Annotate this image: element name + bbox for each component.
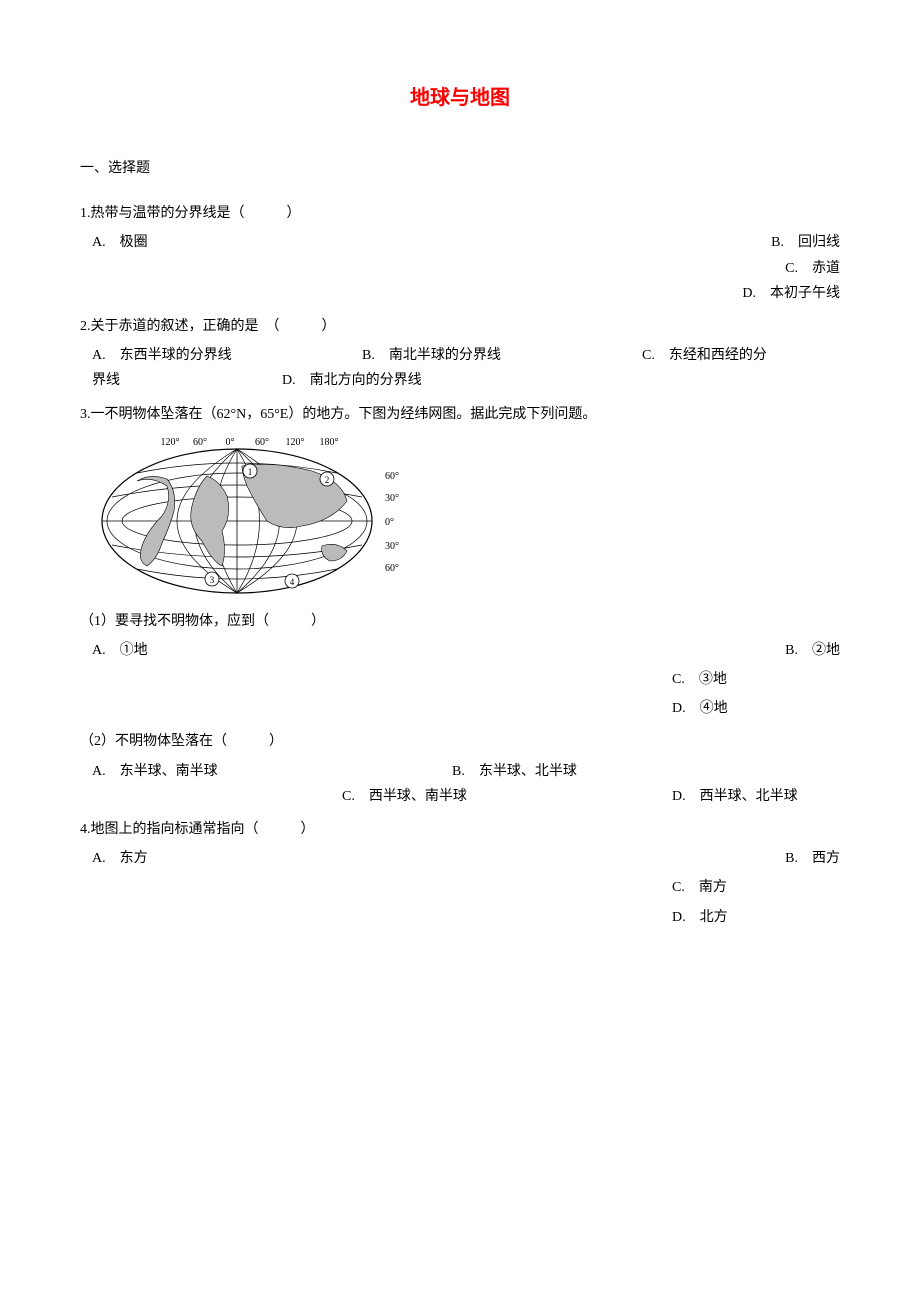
map-lon-label: 120° [161,437,180,448]
q2-option-b: B. 南北半球的分界线 [362,343,642,368]
map-lat-label: 30° [385,541,399,552]
question-4: 4.地图上的指向标通常指向（ ） A. 东方 B. 西方 C. 南方 D. 北方 [80,817,840,930]
document-title: 地球与地图 [80,80,840,116]
q2-option-c-part2: 界线 [92,368,282,393]
q3-sub1-text: （1）要寻找不明物体，应到（ ） [80,609,840,634]
q4-option-b: B. 西方 [770,846,840,871]
map-figure: 1 2 3 4 120° 60° 0° 60° 120° 180° 60° 30… [92,431,840,601]
question-1-text: 1.热带与温带的分界线是（ ） [80,201,840,226]
map-lat-label: 60° [385,563,399,574]
question-2: 2.关于赤道的叙述，正确的是 （ ） A. 东西半球的分界线 B. 南北半球的分… [80,314,840,394]
map-lon-label: 0° [226,437,235,448]
q3-1-option-a: A. ①地 [92,638,770,663]
map-lat-label: 30° [385,493,399,504]
q3-2-option-c: C. 西半球、南半球 [342,784,672,809]
q2-option-a: A. 东西半球的分界线 [92,343,362,368]
map-lon-label: 120° [286,437,305,448]
q3-2-option-b: B. 东半球、北半球 [452,759,840,784]
q3-1-option-b: B. ②地 [770,638,840,663]
map-lon-label: 60° [193,437,207,448]
world-map-graticule: 1 2 3 4 120° 60° 0° 60° 120° 180° 60° 30… [92,431,402,601]
question-1: 1.热带与温带的分界线是（ ） A. 极圈 B. 回归线 C. 赤道 D. 本初… [80,201,840,306]
q3-2-option-a: A. 东半球、南半球 [92,759,452,784]
q4-option-c: C. 南方 [92,875,840,900]
q3-sub2-text: （2）不明物体坠落在（ ） [80,729,840,754]
q3-1-option-d: D. ④地 [92,696,840,721]
map-marker-1: 1 [248,467,253,477]
map-lat-label: 0° [385,517,394,528]
question-4-text: 4.地图上的指向标通常指向（ ） [80,817,840,842]
map-lon-label: 180° [320,437,339,448]
section-heading: 一、选择题 [80,156,840,181]
q4-option-a: A. 东方 [92,846,770,871]
q2-option-d: D. 南北方向的分界线 [282,368,840,393]
q1-option-a: A. 极圈 [92,230,771,255]
map-lat-label: 60° [385,471,399,482]
map-marker-3: 3 [210,575,215,585]
map-marker-4: 4 [290,577,295,587]
q1-option-c: C. 赤道 [80,256,840,281]
q2-option-c-part1: C. 东经和西经的分 [642,343,840,368]
q1-option-d: D. 本初子午线 [80,281,840,306]
q3-1-option-c: C. ③地 [92,667,840,692]
q4-option-d: D. 北方 [92,905,840,930]
question-3: 3.一不明物体坠落在（62°N，65°E）的地方。下图为经纬网图。据此完成下列问… [80,402,840,810]
q3-2-option-d: D. 西半球、北半球 [672,784,840,809]
question-3-text: 3.一不明物体坠落在（62°N，65°E）的地方。下图为经纬网图。据此完成下列问… [80,402,840,427]
map-marker-2: 2 [325,475,330,485]
question-2-text: 2.关于赤道的叙述，正确的是 （ ） [80,314,840,339]
map-lon-label: 60° [255,437,269,448]
q1-option-b: B. 回归线 [771,230,840,255]
